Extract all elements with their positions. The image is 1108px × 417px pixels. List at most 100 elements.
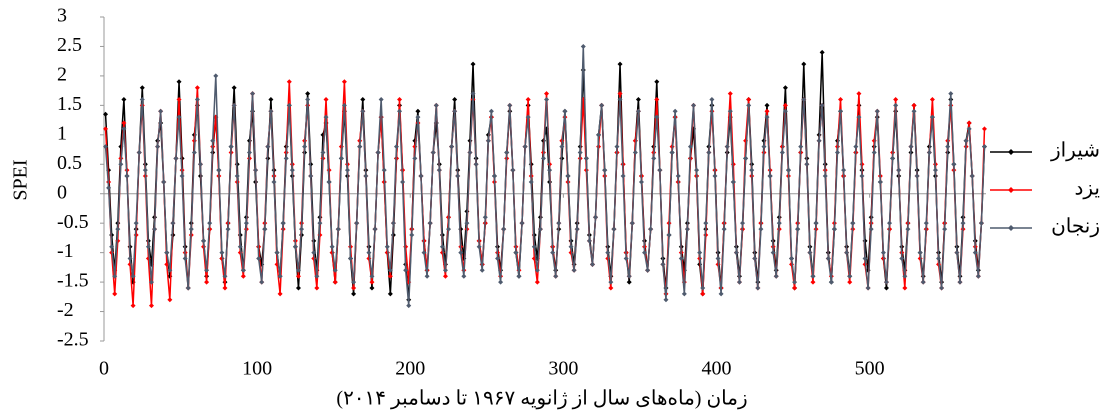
data-point: [712, 173, 718, 179]
data-point: [899, 256, 905, 262]
data-point: [586, 238, 592, 244]
data-point: [635, 96, 641, 102]
data-point: [360, 108, 366, 114]
data-point: [816, 138, 822, 144]
data-point: [335, 226, 341, 232]
data-point: [197, 161, 203, 167]
data-point: [360, 96, 366, 102]
data-point: [446, 226, 452, 232]
data-point: [617, 61, 623, 67]
data-point: [415, 114, 421, 120]
y-tick-label: 0.5: [57, 152, 82, 174]
data-point: [148, 279, 154, 285]
data-point: [387, 273, 393, 279]
data-point: [222, 285, 228, 291]
data-point: [228, 144, 234, 150]
data-point: [908, 144, 914, 150]
data-point: [170, 220, 176, 226]
data-point: [969, 173, 975, 179]
data-point: [550, 250, 556, 256]
data-point: [813, 220, 819, 226]
x-tick-label: 0: [99, 358, 109, 380]
data-point: [277, 273, 283, 279]
data-point: [868, 226, 874, 232]
data-point: [792, 279, 798, 285]
data-point: [856, 91, 862, 97]
data-point: [268, 108, 274, 114]
data-point: [194, 96, 200, 102]
data-point: [736, 279, 742, 285]
data-point: [672, 108, 678, 114]
data-point: [323, 96, 329, 102]
data-point: [237, 244, 243, 250]
data-point: [810, 273, 816, 279]
data-point: [176, 114, 182, 120]
data-point: [482, 214, 488, 220]
data-point: [491, 173, 497, 179]
data-point: [617, 91, 623, 97]
data-point: [525, 96, 531, 102]
data-point: [942, 226, 948, 232]
y-tick-label: 2.5: [57, 34, 82, 56]
data-point: [103, 111, 109, 117]
data-point: [865, 285, 871, 291]
data-point: [635, 108, 641, 114]
data-point: [651, 155, 657, 161]
data-point: [917, 250, 923, 256]
data-point: [185, 285, 191, 291]
data-point: [274, 250, 280, 256]
data-point: [286, 102, 292, 108]
data-point: [476, 244, 482, 250]
data-point: [507, 102, 513, 108]
data-point: [348, 256, 354, 262]
data-point: [883, 285, 889, 291]
y-tick-label: -0.5: [57, 211, 89, 233]
data-point: [158, 108, 164, 114]
data-point: [246, 149, 252, 155]
data-point: [553, 273, 559, 279]
data-point: [231, 102, 237, 108]
data-point: [464, 220, 470, 226]
data-point: [715, 256, 721, 262]
x-tick-label: 300: [548, 358, 578, 380]
data-point: [804, 161, 810, 167]
data-point: [295, 285, 301, 291]
data-point: [522, 144, 528, 150]
x-tick-label: 100: [242, 358, 272, 380]
data-point: [617, 96, 623, 102]
data-point: [498, 279, 504, 285]
data-point: [721, 226, 727, 232]
data-point: [427, 220, 433, 226]
x-tick-label: 500: [855, 358, 885, 380]
data-point: [838, 96, 844, 102]
data-point: [657, 167, 663, 173]
data-point: [666, 232, 672, 238]
data-point: [191, 149, 197, 155]
data-point: [305, 91, 311, 97]
data-point: [381, 167, 387, 173]
data-point: [605, 250, 611, 256]
data-point: [730, 179, 736, 185]
series-line: [104, 46, 986, 306]
data-point: [838, 108, 844, 114]
data-point: [776, 220, 782, 226]
data-point: [602, 167, 608, 173]
data-point: [161, 179, 167, 185]
x-tick-label: 400: [702, 358, 732, 380]
data-point: [222, 273, 228, 279]
data-point: [544, 96, 550, 102]
data-point: [966, 120, 972, 126]
data-point: [746, 102, 752, 108]
data-point: [596, 132, 602, 138]
data-point: [280, 220, 286, 226]
data-point: [929, 96, 935, 102]
data-point: [544, 91, 550, 97]
data-point: [663, 297, 669, 303]
data-point: [488, 108, 494, 114]
data-point: [684, 226, 690, 232]
data-point: [103, 144, 109, 150]
data-point: [372, 226, 378, 232]
data-point: [106, 185, 112, 191]
data-point: [896, 167, 902, 173]
